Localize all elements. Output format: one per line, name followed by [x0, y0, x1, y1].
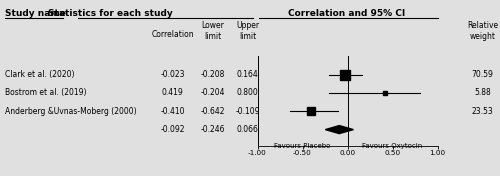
Text: -0.410: -0.410 [160, 107, 185, 116]
Text: Anderberg &Uvnas-Moberg (2000): Anderberg &Uvnas-Moberg (2000) [5, 107, 136, 116]
Text: 0.066: 0.066 [236, 125, 258, 134]
Text: 23.53: 23.53 [472, 107, 494, 116]
Polygon shape [326, 125, 353, 134]
Text: 0.419: 0.419 [162, 89, 184, 98]
Text: Lower
limit: Lower limit [201, 21, 224, 40]
Text: -0.023: -0.023 [160, 70, 185, 79]
Text: -0.642: -0.642 [200, 107, 225, 116]
Text: -0.246: -0.246 [200, 125, 225, 134]
Text: -0.109: -0.109 [236, 107, 260, 116]
Text: Correlation and 95% CI: Correlation and 95% CI [288, 9, 405, 18]
Text: Favours Placebo: Favours Placebo [274, 143, 330, 149]
Text: Study name: Study name [5, 9, 66, 18]
Text: 0.800: 0.800 [236, 89, 258, 98]
Text: -0.092: -0.092 [160, 125, 185, 134]
Text: Statistics for each study: Statistics for each study [48, 9, 172, 18]
Text: 70.59: 70.59 [472, 70, 494, 79]
Text: Upper
limit: Upper limit [236, 21, 259, 40]
Text: Favours Oxytocin: Favours Oxytocin [362, 143, 422, 149]
Text: -0.204: -0.204 [200, 89, 225, 98]
Text: Bostrom et al. (2019): Bostrom et al. (2019) [5, 89, 86, 98]
Text: 5.88: 5.88 [474, 89, 491, 98]
Text: Correlation: Correlation [151, 30, 194, 39]
Text: -0.208: -0.208 [200, 70, 224, 79]
Text: Relative
weight: Relative weight [467, 21, 498, 40]
Text: 0.164: 0.164 [236, 70, 258, 79]
Text: Clark et al. (2020): Clark et al. (2020) [5, 70, 74, 79]
